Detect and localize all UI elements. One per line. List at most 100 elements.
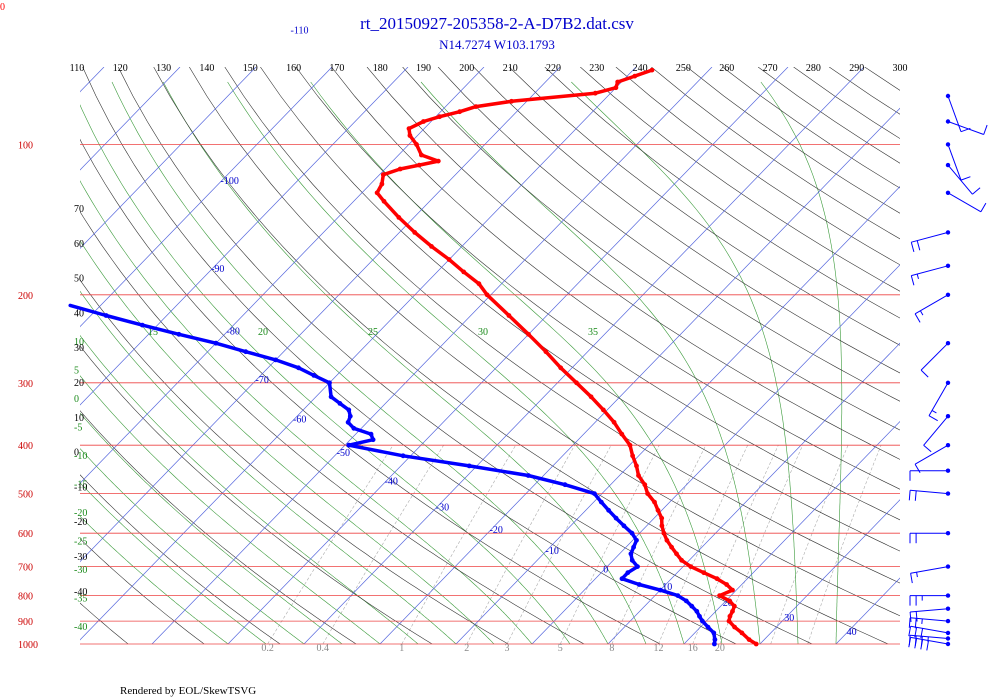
wind-barb-flag <box>910 275 915 286</box>
dewpoint-segment <box>177 332 218 345</box>
theta-tick-label: 140 <box>199 63 214 74</box>
wind-barb-shaft <box>947 121 984 135</box>
temperature-segment <box>688 564 706 575</box>
temperature-segment <box>414 142 424 157</box>
wind-barb <box>910 263 951 286</box>
isotherm-line <box>683 420 900 644</box>
moist-adiabat-label: 30 <box>478 327 488 338</box>
dry-adiabat-line <box>331 67 900 490</box>
wind-barb-flag <box>916 240 921 251</box>
dewpoint-segment <box>563 482 597 496</box>
isotherm-tick-label: -110 <box>291 26 309 37</box>
wind-barb-flag <box>920 369 929 378</box>
mixing-ratio-line <box>401 445 516 644</box>
chart-subtitle: N14.7274 W103.1793 <box>439 37 555 52</box>
isotherm-line <box>227 67 789 644</box>
wind-barbs <box>908 93 988 651</box>
dewpoint-segment <box>214 341 248 354</box>
moist-adiabat-line <box>420 81 761 644</box>
moist-adiabat-label: -15 <box>74 480 87 491</box>
pressure-tick-label: 900 <box>18 617 33 628</box>
moist-adiabat-label: -20 <box>74 508 87 519</box>
moist-adiabat-label: 15 <box>148 327 158 338</box>
wind-barb-shaft <box>910 608 949 613</box>
isotherm-tick-label: -20 <box>490 525 503 536</box>
isotherm-line <box>531 264 900 644</box>
mixing-ratio-line <box>322 445 444 644</box>
mixing-ratio-label: 20 <box>715 643 725 654</box>
wind-barb <box>909 606 951 623</box>
temperature-segment <box>645 491 657 504</box>
mixing-ratio-line <box>560 445 660 644</box>
temperature-segment <box>421 114 442 124</box>
dewpoint-segment <box>68 303 108 318</box>
theta-tick-label: 260 <box>719 63 734 74</box>
moist-adiabat-line <box>80 412 343 644</box>
dewpoint-segment <box>467 464 531 478</box>
wind-barb-flag <box>914 313 921 323</box>
temperature-segment <box>397 215 417 235</box>
wind-barb-flag <box>908 626 912 637</box>
theta-tick-label: 150 <box>243 63 258 74</box>
pressure-tick-label: 500 <box>18 490 33 501</box>
isotherm-line <box>80 67 105 93</box>
dry-adiabat-line <box>80 474 281 644</box>
wind-barb-flag <box>914 618 917 629</box>
wind-barb-flag <box>914 490 917 501</box>
moist-adiabat-label: -5 <box>74 423 82 434</box>
moist-adiabat-line <box>162 81 647 644</box>
theta-left-label: 30 <box>74 343 84 354</box>
dry-adiabat-line <box>508 67 900 346</box>
moist-adiabat-line <box>227 81 685 644</box>
wind-barb <box>908 617 951 629</box>
dry-adiabat-line <box>80 602 129 644</box>
dewpoint-segment <box>296 366 316 378</box>
wind-barb <box>945 162 981 195</box>
dewpoint-segment <box>622 524 634 535</box>
moist-adiabat-label: -10 <box>74 451 87 462</box>
mixing-ratio-line <box>807 445 882 644</box>
isotherm-line <box>80 67 485 484</box>
dewpoint-segment <box>327 381 333 399</box>
pressure-tick-label: 600 <box>18 529 33 540</box>
temperature-segment <box>526 332 548 354</box>
mixing-ratio-label: 2 <box>464 643 469 654</box>
isotherm-line <box>80 67 409 406</box>
sounding-series <box>68 67 759 647</box>
moist-adiabat-label: -30 <box>74 565 87 576</box>
mixing-ratio-label: 5 <box>558 643 563 654</box>
wind-barb-shaft <box>910 566 949 574</box>
mixing-ratio-line <box>611 445 707 644</box>
isotherm-tick-label: -90 <box>211 264 224 275</box>
temperature-segment <box>612 420 624 436</box>
wind-barb <box>928 380 951 422</box>
dewpoint-segment <box>614 516 626 528</box>
temperature-segment <box>429 244 451 262</box>
moist-adiabat-label: 20 <box>258 327 268 338</box>
dry-adiabat-line <box>80 345 433 644</box>
mixing-ratio-line <box>692 445 779 644</box>
wind-barb-half-flag <box>931 409 937 414</box>
dewpoint-segment <box>352 426 373 436</box>
temperature-segment <box>437 109 462 119</box>
dewpoint-segment <box>626 564 640 575</box>
mixing-ratio-label: 12 <box>654 643 664 654</box>
dry-adiabat-line <box>80 410 357 644</box>
wind-barb <box>910 230 951 253</box>
theta-tick-label: 190 <box>416 63 431 74</box>
dewpoint-segment <box>329 395 342 406</box>
theta-tick-label: 230 <box>589 63 604 74</box>
dewpoint-segment <box>104 313 145 327</box>
theta-left-label: 20 <box>74 378 84 389</box>
temperature-segment <box>615 74 637 84</box>
moist-adiabat-line <box>571 81 799 644</box>
wind-barb-flag <box>960 176 971 181</box>
moist-adiabat-line <box>80 290 457 644</box>
moist-adiabat-line <box>80 515 229 644</box>
wind-barb-flag <box>972 187 981 195</box>
wind-barb-shaft <box>947 95 962 132</box>
temperature-segment <box>636 473 647 487</box>
wind-barb <box>920 341 951 378</box>
dewpoint-segment <box>592 491 604 504</box>
wind-barb-half-flag <box>919 310 924 316</box>
